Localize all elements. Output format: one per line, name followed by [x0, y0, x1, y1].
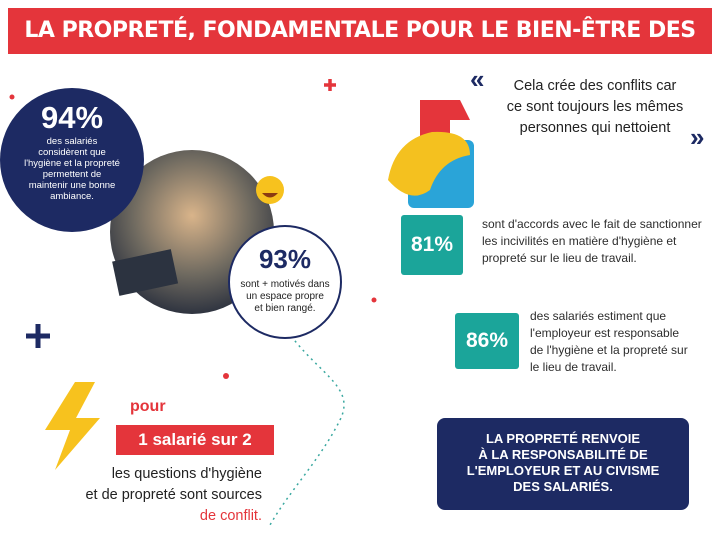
dot	[223, 373, 229, 379]
text-line: sont + motivés dans	[240, 279, 330, 290]
conflict-intro: pour	[130, 398, 166, 415]
stat-text: des salariés estiment que l'employeur es…	[530, 308, 715, 376]
text-line: ambiance.	[50, 191, 94, 202]
text-line: propreté sur le lieu de travail.	[482, 251, 637, 265]
text-line: l'employeur est responsable	[530, 326, 680, 340]
plus-navy	[26, 324, 50, 348]
text-line: sont d'accords avec le fait de sanctionn…	[482, 217, 702, 231]
quote: Cela crée des conflits car ce sont toujo…	[490, 76, 700, 139]
stat-value: 86%	[455, 313, 519, 369]
text-line: Cela crée des conflits car	[513, 78, 677, 94]
quote-close: »	[690, 122, 705, 152]
text-line: de l'hygiène et la propreté sur	[530, 343, 688, 357]
navy-circle	[0, 88, 144, 232]
text-line: des salariés estiment que	[530, 309, 667, 323]
text-line: LA PROPRETÉ RENVOIE	[485, 431, 641, 446]
message-box: LA PROPRETÉ RENVOIE À LA RESPONSABILITÉ …	[437, 418, 689, 510]
laptop	[112, 249, 179, 296]
text-line: permettent de	[42, 169, 102, 180]
dot	[371, 297, 377, 303]
stat-value: 81%	[401, 215, 463, 275]
emoji-mouth	[262, 193, 278, 198]
text-line: un espace propre	[246, 291, 324, 302]
conflict-highlight: 1 salarié sur 2	[116, 425, 274, 455]
text-line: de conflit.	[199, 508, 262, 524]
stat-text: sont d'accords avec le fait de sanctionn…	[482, 216, 720, 267]
dotted-path	[269, 299, 345, 526]
text-line: personnes qui nettoient	[519, 120, 671, 136]
stat-94: 94% des salariés considèrent que l'hygiè…	[12, 100, 132, 202]
emoji	[256, 176, 284, 204]
stat-93: 93% sont + motivés dans un espace propre…	[235, 244, 335, 315]
text-line: considèrent que	[38, 147, 106, 158]
stat-value: 93%	[258, 244, 312, 274]
quote-open: «	[470, 64, 485, 94]
text-line: et de propreté sont sources	[85, 487, 262, 503]
text-line: À LA RESPONSABILITÉ DE	[478, 447, 648, 462]
plus-red	[324, 79, 336, 91]
text-line: l'hygiène et la propreté	[24, 158, 120, 169]
text-line: et bien rangé.	[254, 303, 316, 314]
title: LA PROPRETÉ, FONDAMENTALE POUR LE BIEN-Ê…	[8, 8, 712, 89]
text-line: les incivilités en matière d'hygiène et	[482, 234, 677, 248]
text-line: L'EMPLOYEUR ET AU CIVISME	[466, 463, 660, 478]
spray-head	[420, 100, 470, 140]
text-line: DES SALARIÉS.	[513, 479, 613, 494]
stat-value: 94%	[40, 100, 104, 135]
stat-text: sont + motivés dans un espace propre et …	[235, 279, 335, 315]
dot	[9, 94, 15, 100]
stat-text: des salariés considèrent que l'hygiène e…	[12, 136, 132, 202]
text-line: ce sont toujours les mêmes	[506, 99, 684, 115]
text-line: maintenir une bonne	[28, 180, 116, 191]
conflict-text: les questions d'hygiène et de propreté s…	[40, 464, 262, 527]
glove	[388, 131, 470, 196]
white-circle	[228, 225, 342, 339]
text-line: les questions d'hygiène	[111, 466, 262, 482]
text-line: le lieu de travail.	[530, 360, 617, 374]
lightning	[45, 382, 100, 470]
text-line: des salariés	[46, 136, 98, 147]
